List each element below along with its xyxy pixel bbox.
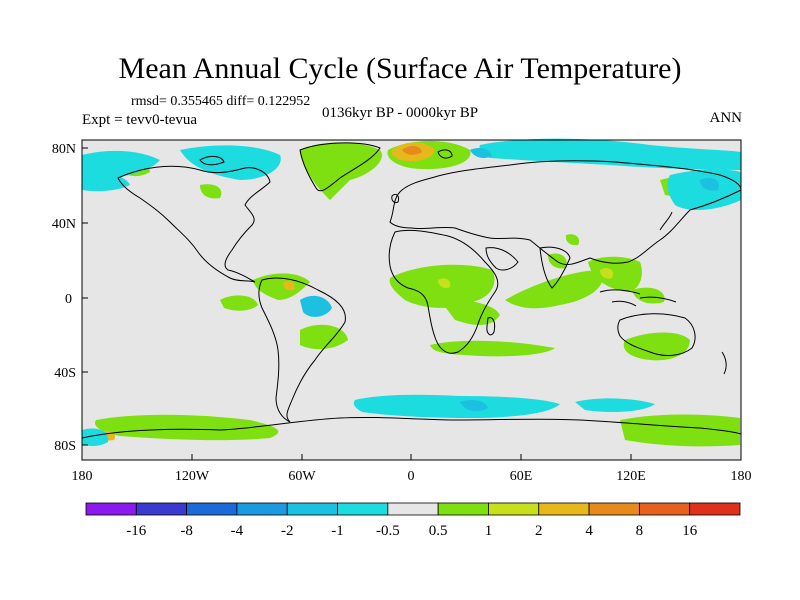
lon-label-60w: 60W: [288, 469, 316, 484]
season-text: ANN: [709, 110, 743, 126]
lat-label-80s: 80S: [54, 439, 76, 454]
colorbar-label: -8: [180, 523, 193, 539]
anomaly-patches-negative: [82, 138, 741, 446]
lon-label-120w: 120W: [175, 469, 210, 484]
lat-label-40n: 40N: [52, 217, 76, 232]
lon-label-60e: 60E: [510, 469, 533, 484]
colorbar-swatch: [638, 502, 691, 516]
colorbar-label: 0.5: [429, 523, 448, 539]
colorbar-label: -0.5: [376, 523, 400, 539]
colorbar-swatch: [85, 502, 137, 516]
colorbar-swatch: [236, 502, 288, 516]
colorbar: -16 -8 -4 -2 -1 -0.5 0.5 1 2 4 8 16: [85, 502, 741, 539]
lon-label-180e: 180: [731, 469, 752, 484]
colorbar-swatch: [437, 502, 489, 516]
colorbar-swatch: [337, 502, 389, 516]
colorbar-label: 16: [682, 523, 698, 539]
lon-label-0: 0: [408, 469, 415, 484]
colorbar-swatch: [588, 502, 640, 516]
experiment-text: Expt = tevv0-tevua: [82, 112, 198, 128]
colorbar-label: -1: [331, 523, 344, 539]
period-text: 0136kyr BP - 0000kyr BP: [322, 105, 479, 121]
colorbar-swatch: [286, 502, 338, 516]
colorbar-label: 2: [535, 523, 543, 539]
colorbar-swatch: [135, 502, 188, 516]
colorbar-swatch: [387, 502, 439, 516]
lon-label-180w: 180: [72, 469, 93, 484]
colorbar-label: -4: [231, 523, 244, 539]
colorbar-swatch: [488, 502, 540, 516]
colorbar-swatch: [186, 502, 238, 516]
lon-label-120e: 120E: [616, 469, 646, 484]
lat-label-80n: 80N: [52, 142, 76, 157]
colorbar-swatch: [689, 502, 741, 516]
lat-label-0: 0: [65, 292, 72, 307]
colorbar-label: -16: [126, 523, 146, 539]
anomaly-patches-warm: [98, 142, 614, 441]
colorbar-label: 8: [636, 523, 644, 539]
colorbar-swatch: [538, 502, 590, 516]
map-title: Mean Annual Cycle (Surface Air Temperatu…: [118, 52, 682, 85]
coastlines: [81, 142, 742, 439]
tick-marks: [81, 147, 742, 460]
colorbar-label: 1: [485, 523, 493, 539]
stats-text: rmsd= 0.355465 diff= 0.122952: [131, 94, 311, 109]
lat-label-40s: 40S: [54, 366, 76, 381]
colorbar-label: -2: [281, 523, 294, 539]
colorbar-label: 4: [585, 523, 593, 539]
